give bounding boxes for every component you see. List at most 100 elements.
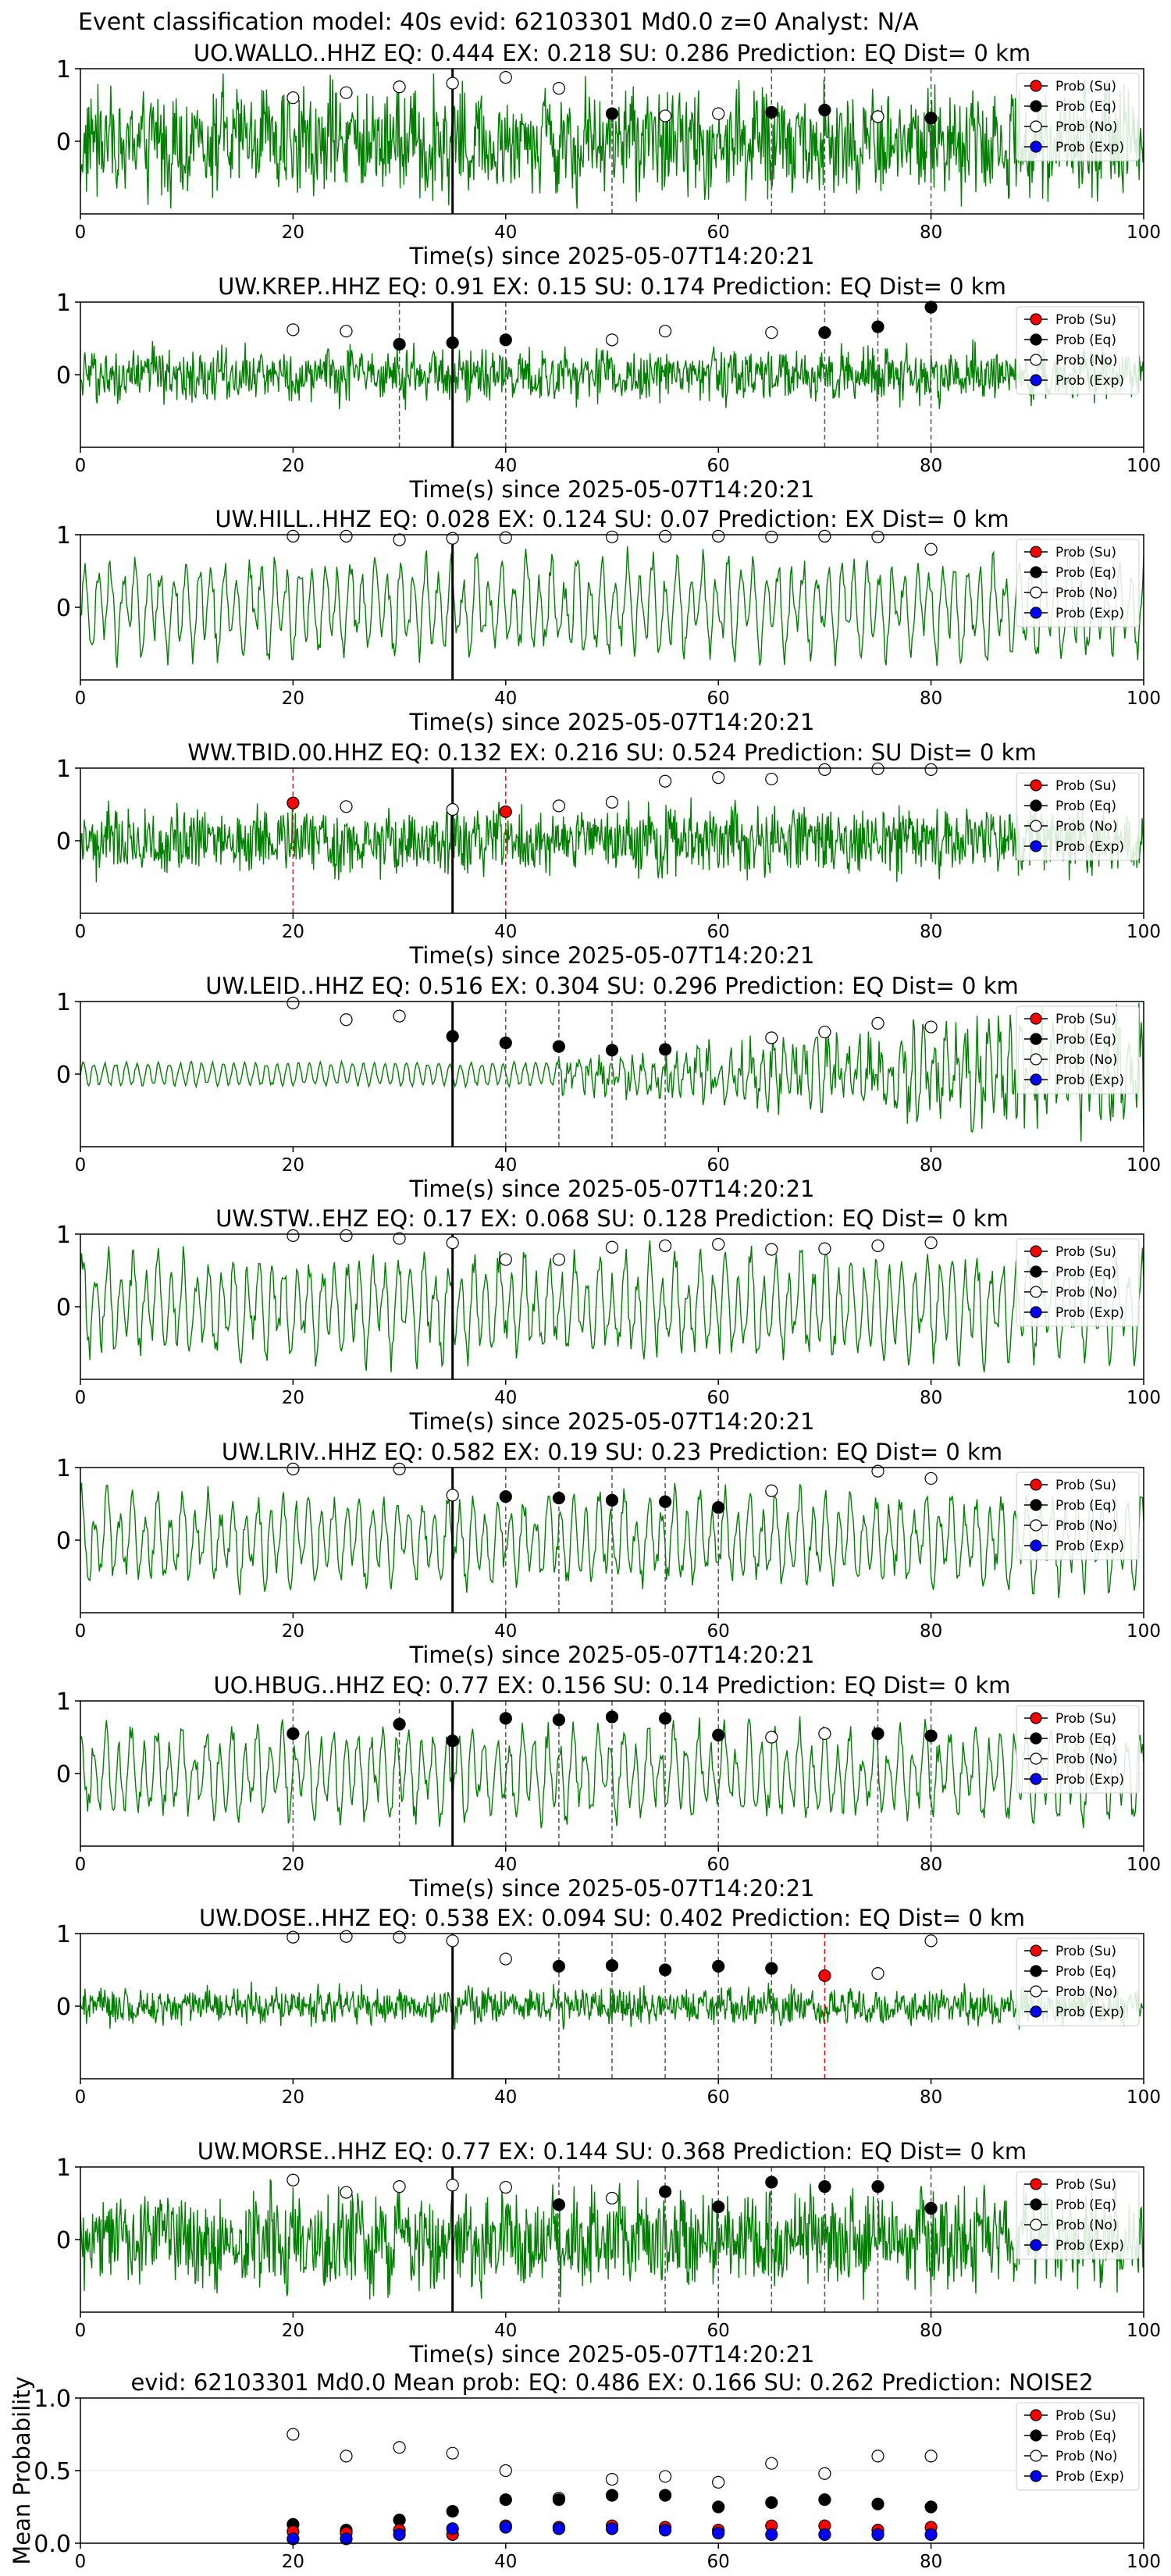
x-tick-label: 40 [494, 1621, 517, 1642]
waveform-trace [80, 546, 1144, 668]
prob-marker-no [658, 325, 672, 338]
legend-marker-no [1030, 354, 1042, 366]
panel-5: UW.LEID..HHZ EQ: 0.516 EX: 0.304 SU: 0.2… [56, 973, 1161, 1202]
legend-label: Prob (Eq) [1055, 799, 1116, 814]
legend-box [1016, 1705, 1140, 1794]
panel-3: UW.HILL..HHZ EQ: 0.028 EX: 0.124 SU: 0.0… [56, 506, 1161, 735]
legend-marker-su [1030, 546, 1042, 558]
legend-label: Prob (Su) [1055, 1244, 1116, 1260]
x-axis-label: Time(s) since 2025-05-07T14:20:21 [409, 243, 815, 269]
prob-marker-no [605, 530, 619, 543]
x-tick-label: 20 [282, 1388, 304, 1408]
legend: Prob (Su) Prob (Eq) Prob (No) Prob (Exp) [1016, 539, 1140, 628]
prob-marker-eq [499, 333, 512, 347]
legend-label: Prob (No) [1055, 2449, 1118, 2464]
prob-marker-eq [924, 2500, 938, 2514]
x-axis-label: Time(s) since 2025-05-07T14:20:21 [409, 1176, 815, 1202]
prob-marker-no [818, 529, 831, 543]
prob-marker-no [765, 772, 778, 786]
plot-area [80, 302, 1144, 447]
legend-marker-eq [1030, 2429, 1042, 2442]
panel-7: UW.LRIV..HHZ EQ: 0.582 EX: 0.19 SU: 0.23… [56, 1439, 1161, 1668]
legend-label: Prob (Eq) [1055, 565, 1116, 581]
legend-marker-exp [1030, 840, 1042, 852]
y-tick-label: 1 [56, 1688, 71, 1716]
legend-marker-no [1030, 820, 1042, 832]
prob-marker-no [712, 529, 725, 543]
prob-marker-no [871, 1239, 884, 1252]
legend-box [1016, 772, 1140, 861]
x-tick-label: 20 [282, 1621, 304, 1642]
legend: Prob (Su) Prob (Eq) Prob (No) Prob (Exp) [1016, 772, 1140, 861]
x-tick-label: 80 [920, 2552, 942, 2572]
legend-label: Prob (No) [1055, 819, 1118, 834]
prob-marker-no [871, 530, 884, 543]
prob-marker-su [818, 1969, 831, 1983]
panel-10: UW.MORSE..HHZ EQ: 0.77 EX: 0.144 SU: 0.3… [56, 2138, 1161, 2368]
prob-marker-eq [658, 2489, 672, 2502]
legend-label: Prob (Eq) [1055, 1964, 1116, 1980]
legend-label: Prob (No) [1055, 1285, 1118, 1300]
legend-marker-exp [1030, 141, 1042, 153]
legend-label: Prob (Exp) [1055, 140, 1124, 155]
prob-marker-eq [712, 1728, 725, 1742]
x-tick-label: 80 [920, 2087, 942, 2108]
prob-marker-eq [712, 1959, 725, 1973]
legend-marker-exp [1030, 2239, 1042, 2251]
x-tick-label: 80 [920, 2321, 942, 2341]
prob-marker-no [446, 802, 459, 817]
legend-label: Prob (No) [1055, 2218, 1118, 2233]
y-tick-label: 1 [56, 1455, 71, 1482]
legend-label: Prob (Exp) [1055, 606, 1124, 621]
prob-marker-eq [924, 301, 938, 314]
prob-marker-no [446, 2179, 459, 2192]
legend-label: Prob (Eq) [1055, 2428, 1116, 2444]
legend-marker-no [1030, 1752, 1042, 1765]
prob-marker-no [446, 1934, 459, 1948]
prob-marker-no [871, 1464, 884, 1478]
y-tick-label: 1 [56, 2154, 71, 2182]
panel-title: UW.LEID..HHZ EQ: 0.516 EX: 0.304 SU: 0.2… [205, 973, 1018, 999]
prob-marker-eq [499, 1490, 512, 1503]
prob-marker-eq [924, 112, 938, 125]
prob-marker-eq [658, 1043, 672, 1056]
x-tick-label: 0 [75, 1388, 87, 1408]
prob-marker-no [924, 543, 938, 556]
legend-label: Prob (No) [1055, 1752, 1118, 1767]
waveform-trace [80, 339, 1144, 411]
x-tick-label: 60 [707, 2321, 730, 2341]
prob-marker-no [818, 1727, 831, 1740]
panel-4: WW.TBID.00.HHZ EQ: 0.132 EX: 0.216 SU: 0… [56, 739, 1161, 969]
legend-label: Prob (Su) [1055, 2177, 1116, 2193]
prob-marker-no [552, 82, 566, 95]
prob-marker-eq [552, 2493, 566, 2507]
legend-label: Prob (Eq) [1055, 1032, 1116, 1048]
prob-marker-no [393, 1462, 406, 1475]
prob-marker-no [287, 323, 300, 336]
prob-marker-no [712, 770, 725, 785]
prob-marker-eq [499, 1036, 512, 1050]
legend-label: Prob (Eq) [1055, 1265, 1116, 1280]
prob-marker-exp [552, 2522, 566, 2535]
legend-label: Prob (Su) [1055, 79, 1116, 94]
prob-marker-no [340, 800, 353, 813]
legend-label: Prob (Su) [1055, 1012, 1116, 1027]
prob-marker-eq [552, 2198, 566, 2211]
prob-marker-eq [818, 103, 831, 117]
panel-title: UW.STW..EHZ EQ: 0.17 EX: 0.068 SU: 0.128… [215, 1205, 1009, 1232]
prob-marker-eq [605, 107, 619, 120]
legend: Prob (Su) Prob (Eq) Prob (No) Prob (Exp) [1016, 2402, 1140, 2491]
legend-box [1016, 2171, 1140, 2260]
prob-marker-eq [658, 1712, 672, 1725]
prob-marker-no [924, 763, 938, 776]
prob-marker-no [552, 799, 566, 813]
prob-marker-eq [552, 1959, 566, 1973]
x-axis-label: Time(s) since 2025-05-07T14:20:21 [409, 1408, 815, 1435]
y-tick-label: 0 [56, 1761, 71, 1788]
legend-marker-no [1030, 2218, 1042, 2231]
prob-marker-no [340, 1229, 353, 1242]
x-tick-label: 60 [707, 688, 730, 709]
legend-marker-exp [1030, 1539, 1042, 1552]
prob-marker-no [552, 1253, 566, 1266]
prob-marker-eq [765, 105, 778, 119]
